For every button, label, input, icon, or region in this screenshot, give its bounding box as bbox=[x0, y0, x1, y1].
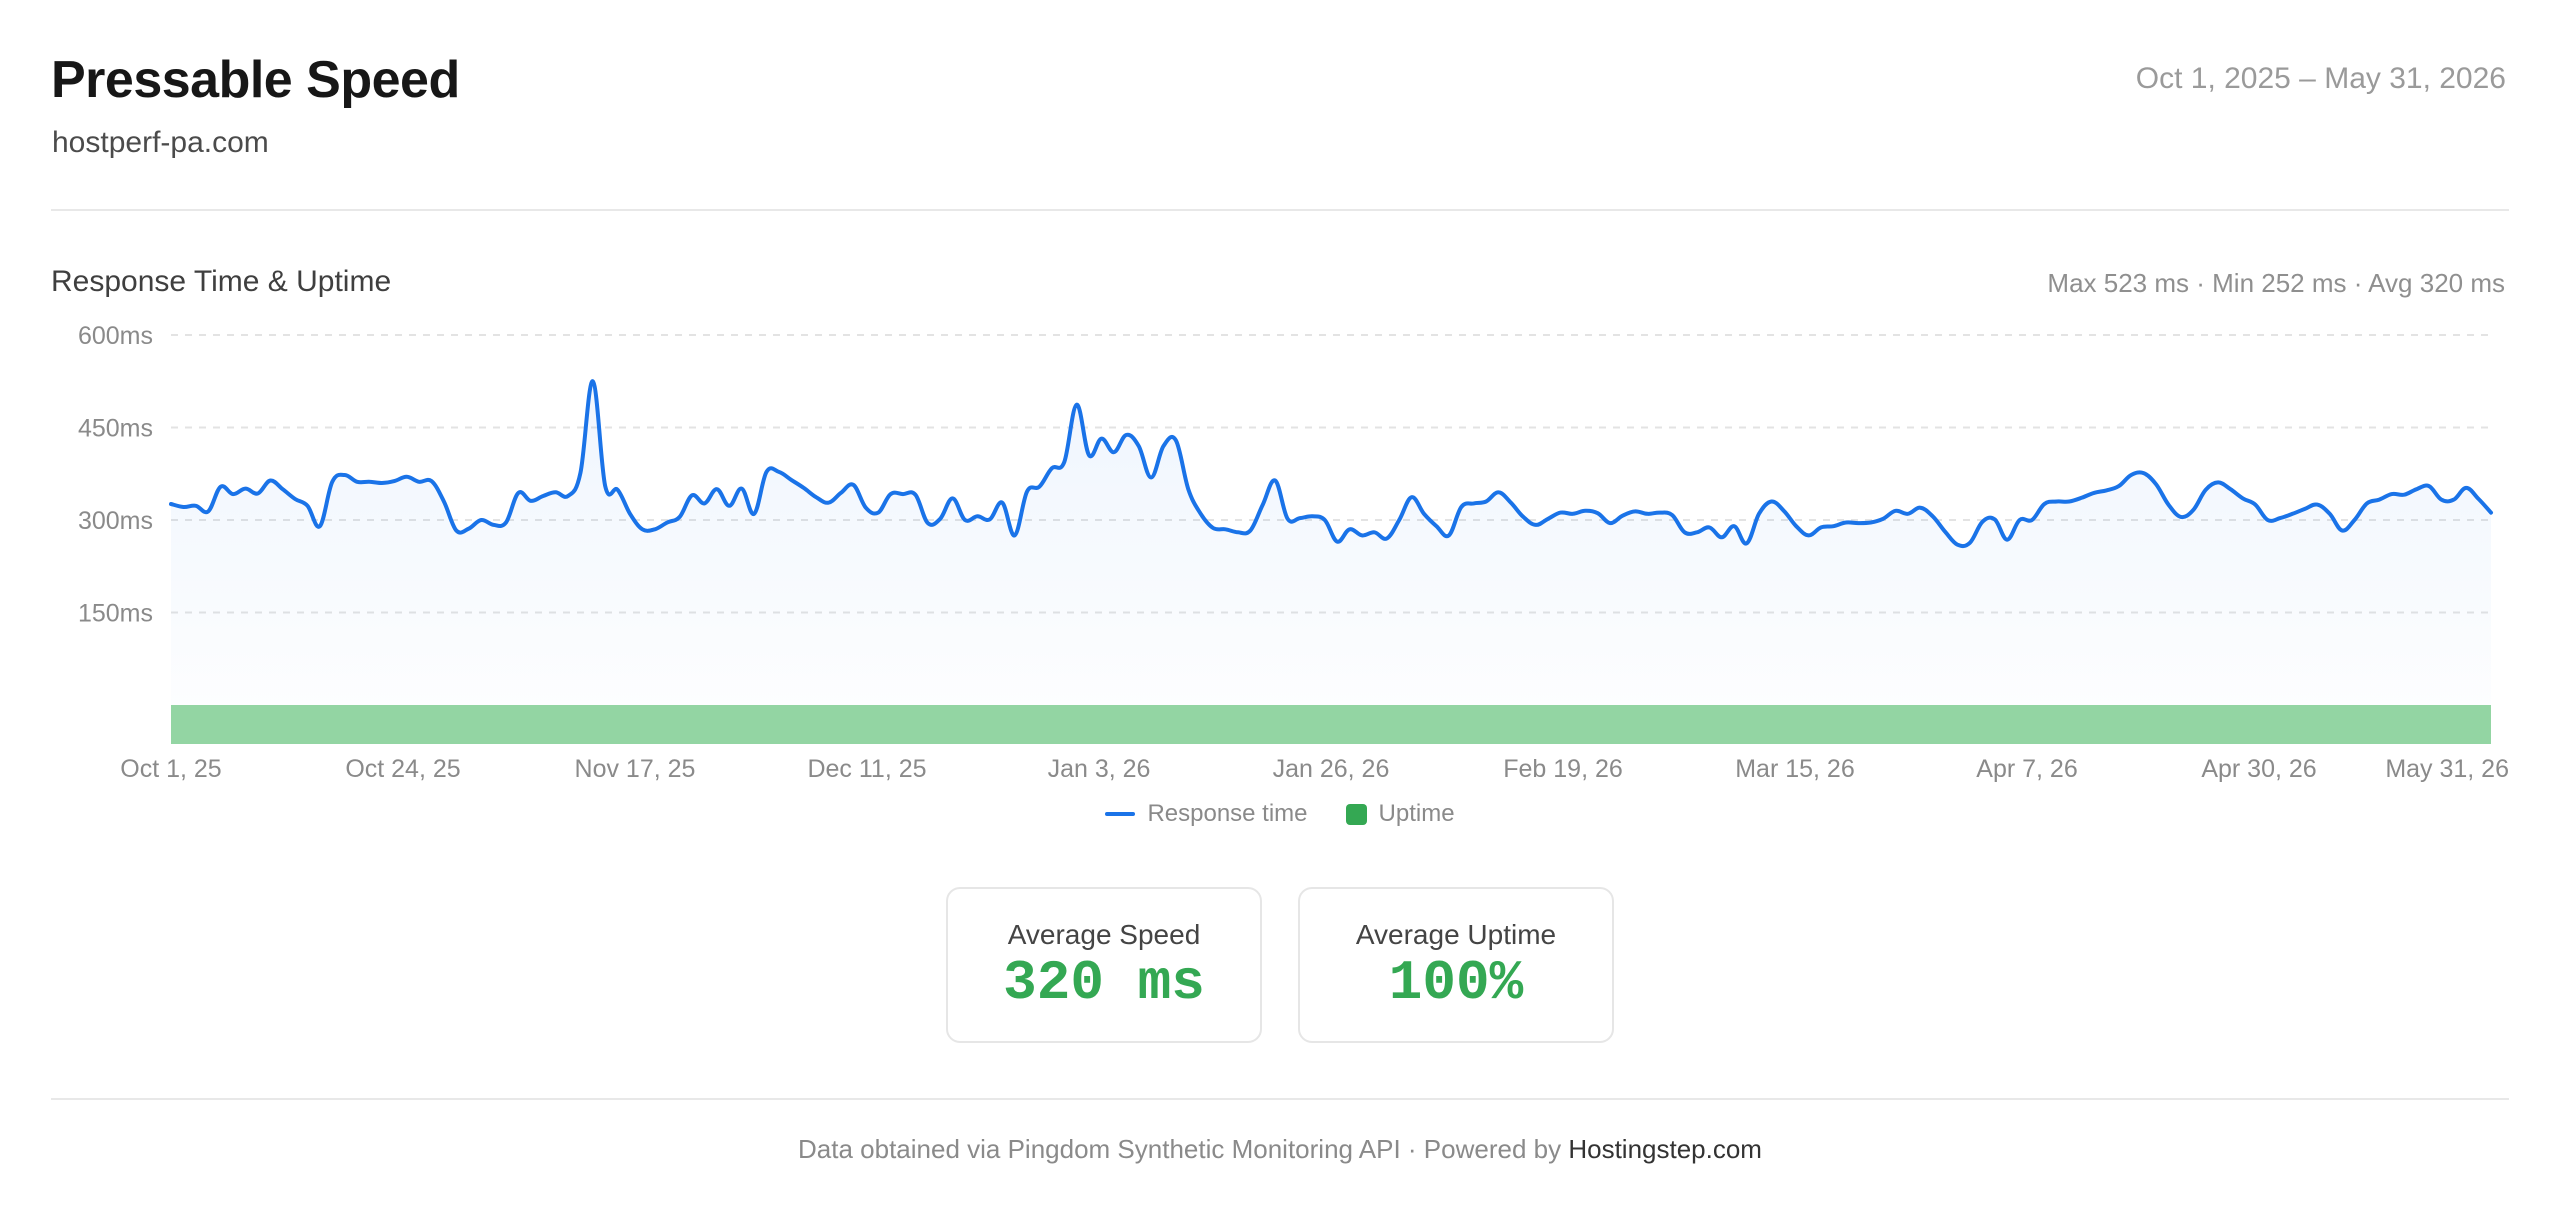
x-tick-label: Oct 24, 25 bbox=[345, 755, 460, 783]
legend-item-uptime[interactable]: Uptime bbox=[1345, 800, 1455, 828]
page-title: Pressable Speed bbox=[51, 51, 460, 109]
x-tick-label: Apr 7, 26 bbox=[1976, 755, 2077, 783]
x-tick-label: Jan 3, 26 bbox=[1048, 755, 1151, 783]
chart-stats: Max 523 ms · Min 252 ms · Avg 320 ms bbox=[2047, 268, 2505, 298]
x-tick-label: Mar 15, 26 bbox=[1735, 755, 1855, 783]
x-tick-label: Dec 11, 25 bbox=[807, 755, 926, 783]
footer: Data obtained via Pingdom Synthetic Moni… bbox=[0, 1134, 2560, 1165]
chart-legend: Response time Uptime bbox=[0, 800, 2560, 828]
x-tick-label: Jan 26, 26 bbox=[1273, 755, 1390, 783]
y-tick-label: 600ms bbox=[78, 322, 153, 350]
response-uptime-chart: 150ms 300ms 450ms 600ms Oct 1, 25 Oct 24, 25… bbox=[78, 322, 2509, 783]
summary-cards: Average Speed 320 ms Average Uptime 100% bbox=[0, 887, 2560, 1043]
average-uptime-card: Average Uptime 100% bbox=[1298, 887, 1614, 1043]
uptime-bar[interactable] bbox=[171, 705, 2491, 744]
x-tick-label: Feb 19, 26 bbox=[1503, 755, 1623, 783]
footer-divider bbox=[51, 1098, 2509, 1100]
date-range: Oct 1, 2025 – May 31, 2026 bbox=[2135, 62, 2506, 95]
average-uptime-value: 100% bbox=[1388, 951, 1524, 1015]
site-domain: hostperf-pa.com bbox=[52, 126, 269, 159]
response-time-line[interactable] bbox=[169, 379, 2493, 549]
x-tick-label: May 31, 26 bbox=[2385, 755, 2509, 783]
y-tick-label: 300ms bbox=[78, 507, 153, 535]
x-tick-label: Nov 17, 25 bbox=[575, 755, 696, 783]
legend-item-response[interactable]: Response time bbox=[1105, 800, 1308, 828]
uptime-swatch bbox=[1345, 803, 1367, 825]
response-area bbox=[171, 381, 2491, 705]
x-tick-label: Oct 1, 25 bbox=[120, 755, 221, 783]
legend-label-uptime: Uptime bbox=[1378, 800, 1455, 827]
average-uptime-label: Average Uptime bbox=[1355, 919, 1557, 950]
x-tick-label: Apr 30, 26 bbox=[2201, 755, 2316, 783]
y-tick-label: 450ms bbox=[78, 415, 153, 443]
y-tick-label: 150ms bbox=[78, 600, 153, 628]
average-speed-card: Average Speed 320 ms bbox=[946, 887, 1262, 1043]
footer-text: Data obtained via Pingdom Synthetic Moni… bbox=[798, 1134, 1569, 1164]
chart-title: Response Time & Uptime bbox=[51, 265, 392, 298]
average-speed-value: 320 ms bbox=[1003, 951, 1205, 1015]
legend-label-response: Response time bbox=[1147, 800, 1308, 827]
header-divider bbox=[51, 209, 2509, 211]
average-speed-label: Average Speed bbox=[1007, 919, 1201, 950]
response-line-swatch bbox=[1105, 812, 1136, 816]
footer-link[interactable]: Hostingstep.com bbox=[1568, 1134, 1762, 1164]
